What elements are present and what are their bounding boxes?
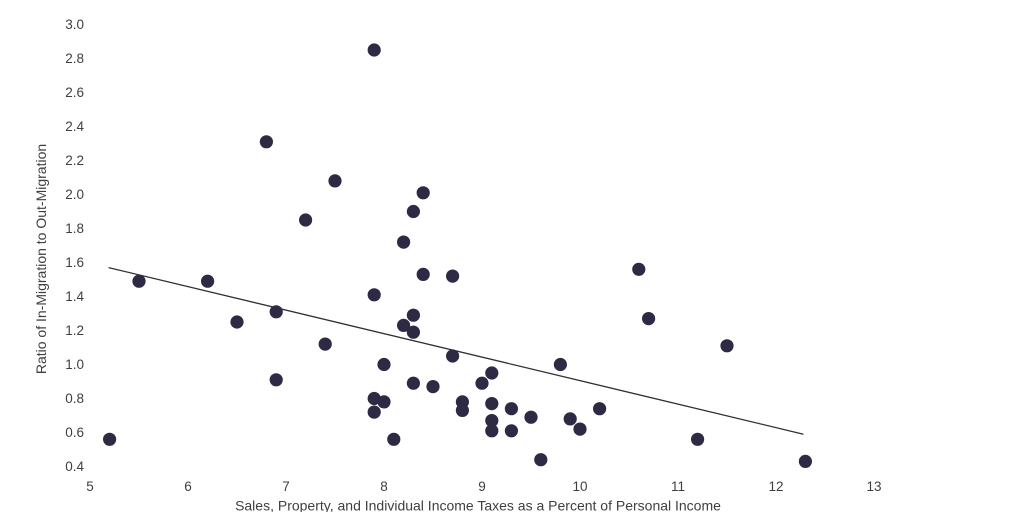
data-point bbox=[269, 305, 283, 319]
data-point bbox=[475, 376, 489, 390]
data-point bbox=[397, 318, 411, 332]
x-tick-label: 7 bbox=[282, 479, 290, 494]
data-point bbox=[367, 288, 381, 302]
y-tick-label: 1.8 bbox=[65, 221, 84, 236]
y-tick-label: 2.0 bbox=[65, 187, 84, 202]
y-tick-label: 0.6 bbox=[65, 425, 84, 440]
data-point bbox=[230, 315, 244, 329]
data-point bbox=[573, 422, 587, 436]
y-tick-label: 2.8 bbox=[65, 51, 84, 66]
data-point bbox=[406, 376, 420, 390]
y-tick-label: 2.4 bbox=[65, 119, 84, 134]
data-point bbox=[259, 135, 273, 149]
data-point bbox=[691, 432, 705, 446]
data-point bbox=[299, 213, 313, 227]
data-point bbox=[534, 453, 548, 467]
x-tick-label: 8 bbox=[380, 479, 388, 494]
data-point bbox=[485, 424, 499, 438]
data-point bbox=[485, 366, 499, 380]
data-point bbox=[524, 410, 538, 424]
data-point bbox=[553, 357, 568, 372]
data-point bbox=[377, 357, 391, 372]
data-point bbox=[563, 412, 577, 426]
data-point bbox=[397, 235, 411, 249]
data-point bbox=[377, 395, 391, 409]
data-point bbox=[416, 267, 430, 281]
y-tick-label: 2.2 bbox=[65, 153, 84, 168]
data-point bbox=[132, 274, 146, 288]
data-point bbox=[416, 186, 430, 200]
y-tick-label: 3.0 bbox=[65, 17, 84, 32]
data-point bbox=[485, 397, 499, 411]
data-point bbox=[504, 402, 518, 416]
x-tick-label: 9 bbox=[478, 479, 486, 494]
y-tick-label: 1.2 bbox=[65, 323, 84, 338]
data-point bbox=[426, 380, 440, 394]
data-point bbox=[269, 373, 283, 387]
x-tick-label: 6 bbox=[184, 479, 192, 494]
data-point bbox=[328, 174, 342, 188]
x-tick-label: 10 bbox=[572, 479, 587, 494]
y-axis-label: Ratio of In-Migration to Out-Migration bbox=[33, 144, 49, 374]
data-point bbox=[446, 269, 460, 283]
data-point bbox=[642, 312, 656, 326]
x-tick-label: 13 bbox=[866, 479, 881, 494]
y-tick-label: 0.8 bbox=[65, 391, 84, 406]
data-point bbox=[720, 339, 734, 353]
data-point bbox=[367, 405, 381, 419]
data-point bbox=[485, 414, 499, 428]
y-tick-label: 1.0 bbox=[65, 357, 84, 372]
y-tick-label: 1.4 bbox=[65, 289, 84, 304]
data-point bbox=[201, 274, 215, 288]
x-axis-label: Sales, Property, and Individual Income T… bbox=[235, 498, 721, 512]
data-point bbox=[406, 308, 420, 322]
data-point bbox=[103, 432, 117, 446]
data-point bbox=[367, 43, 381, 57]
x-tick-label: 5 bbox=[86, 479, 94, 494]
data-point bbox=[504, 424, 518, 438]
y-tick-label: 1.6 bbox=[65, 255, 84, 270]
x-tick-label: 11 bbox=[671, 479, 685, 494]
data-point bbox=[455, 403, 469, 417]
data-point bbox=[446, 349, 460, 363]
y-tick-label: 0.4 bbox=[65, 459, 84, 474]
data-point bbox=[318, 337, 332, 351]
data-point bbox=[632, 262, 646, 276]
data-point bbox=[406, 325, 420, 339]
data-point bbox=[387, 432, 401, 446]
y-tick-label: 2.6 bbox=[65, 85, 84, 100]
x-tick-label: 12 bbox=[768, 479, 783, 494]
data-point bbox=[406, 204, 420, 219]
data-point bbox=[798, 454, 813, 468]
data-point bbox=[593, 402, 607, 416]
